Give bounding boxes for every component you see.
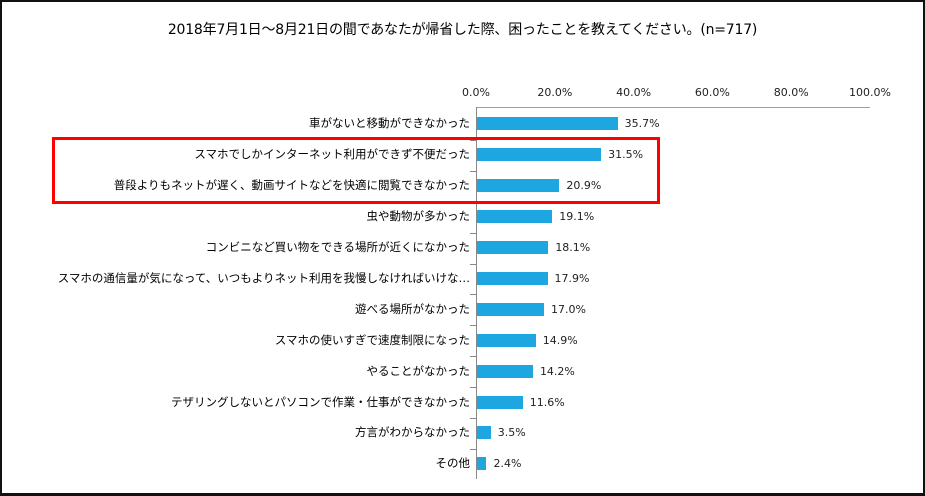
- category-label: 遊べる場所がなかった: [355, 301, 470, 316]
- bar: [477, 271, 548, 285]
- bar: [477, 426, 491, 440]
- value-label: 18.1%: [555, 241, 591, 255]
- y-axis-tick: [470, 170, 476, 172]
- value-label: 17.0%: [550, 302, 586, 316]
- bar: [477, 241, 549, 255]
- bar: [477, 457, 487, 471]
- bar: [477, 210, 553, 224]
- bar: [477, 148, 602, 162]
- y-axis-tick: [470, 325, 476, 327]
- category-label: その他: [435, 456, 471, 471]
- bar: [477, 179, 560, 193]
- x-tick-label: 60.0%: [694, 86, 730, 99]
- y-axis-tick: [470, 387, 476, 389]
- category-label: 車がないと移動ができなかった: [309, 116, 470, 131]
- bar: [477, 364, 533, 378]
- category-label: 方言がわからなかった: [355, 425, 470, 440]
- x-tick-label: 0.0%: [462, 86, 490, 99]
- y-axis-tick: [470, 263, 476, 265]
- bar: [477, 333, 536, 347]
- category-label: やることがなかった: [366, 363, 471, 378]
- x-axis-line: [476, 107, 870, 108]
- value-label: 14.2%: [539, 364, 575, 378]
- y-axis-tick: [470, 356, 476, 358]
- y-axis-line: [476, 107, 477, 479]
- chart-title: 2018年7月1日～8月21日の間であなたが帰省した際、困ったことを教えてくださ…: [167, 22, 758, 38]
- category-label: コンビニなど買い物をできる場所が近くになかった: [205, 240, 470, 255]
- value-label: 3.5%: [497, 426, 526, 440]
- value-label: 2.4%: [493, 457, 522, 471]
- category-label: 普段よりもネットが遅く、動画サイトなどを快適に閲覧できなかった: [113, 178, 470, 193]
- x-tick-label: 40.0%: [616, 86, 652, 99]
- category-label: テザリングしないとパソコンで作業・仕事ができなかった: [171, 394, 470, 409]
- category-label: スマホでしかインターネット利用ができず不便だった: [194, 147, 470, 162]
- highlight-box: [52, 137, 660, 204]
- bar: [477, 117, 618, 131]
- y-axis-tick: [470, 448, 476, 450]
- category-label: 虫や動物が多かった: [366, 209, 471, 224]
- x-tick-label: 80.0%: [773, 86, 809, 99]
- y-axis-tick: [470, 294, 476, 296]
- bar: [477, 395, 523, 409]
- value-label: 19.1%: [559, 210, 595, 224]
- bar: [477, 302, 544, 316]
- value-label: 14.9%: [542, 333, 578, 347]
- x-tick-label: 20.0%: [537, 86, 573, 99]
- value-label: 35.7%: [624, 117, 660, 131]
- value-label: 17.9%: [554, 271, 590, 285]
- y-axis-tick: [470, 418, 476, 419]
- y-axis-tick: [470, 232, 476, 234]
- value-label: 31.5%: [608, 148, 644, 162]
- category-label: スマホの通信量が気になって、いつもよりネット利用を我慢しなければいけな…: [57, 270, 470, 285]
- value-label: 20.9%: [566, 179, 602, 193]
- value-label: 11.6%: [529, 395, 565, 409]
- x-tick-label: 100.0%: [849, 86, 891, 99]
- category-label: スマホの使いすぎで速度制限になった: [274, 332, 470, 347]
- y-axis-tick: [470, 139, 476, 141]
